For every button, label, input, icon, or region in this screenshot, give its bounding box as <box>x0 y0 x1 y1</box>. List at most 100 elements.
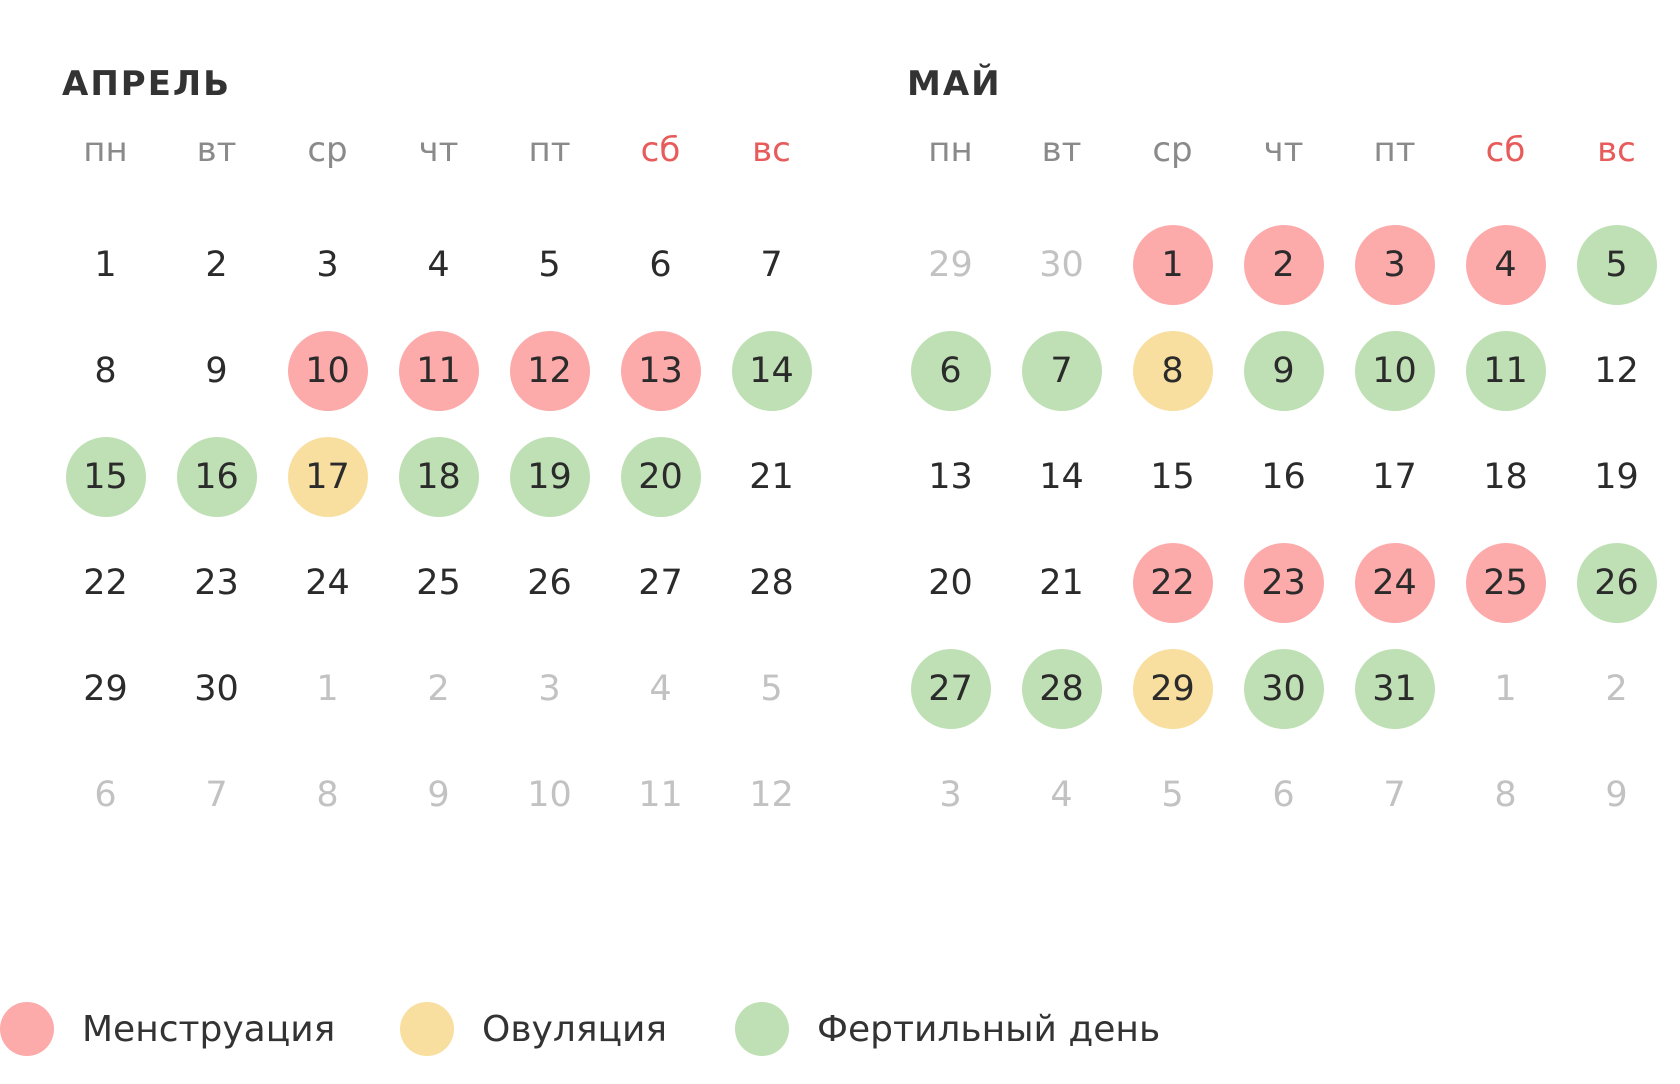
day-cell-menstruation[interactable]: 23 <box>1228 530 1339 636</box>
day-cell-fertile[interactable]: 18 <box>383 424 494 530</box>
day-cell-outside[interactable]: 2 <box>1561 636 1672 742</box>
day-cell-fertile[interactable]: 11 <box>1450 318 1561 424</box>
day-cell-fertile[interactable]: 28 <box>1006 636 1117 742</box>
day-cell-ovulation[interactable]: 29 <box>1117 636 1228 742</box>
day-cell-normal[interactable]: 17 <box>1339 424 1450 530</box>
day-cell-fertile[interactable]: 20 <box>605 424 716 530</box>
weekday-label: вт <box>196 130 237 170</box>
day-cell-menstruation[interactable]: 13 <box>605 318 716 424</box>
day-cell-fertile[interactable]: 6 <box>895 318 1006 424</box>
day-cell-normal[interactable]: 19 <box>1561 424 1672 530</box>
day-number: 5 <box>1161 775 1184 815</box>
day-cell-outside[interactable]: 9 <box>1561 742 1672 848</box>
day-cell-normal[interactable]: 2 <box>161 212 272 318</box>
day-cell-fertile[interactable]: 16 <box>161 424 272 530</box>
day-cell-outside[interactable]: 4 <box>1006 742 1117 848</box>
day-cell-ovulation[interactable]: 17 <box>272 424 383 530</box>
day-cell-fertile[interactable]: 5 <box>1561 212 1672 318</box>
day-cell-normal[interactable]: 13 <box>895 424 1006 530</box>
day-cell-outside[interactable]: 3 <box>494 636 605 742</box>
day-cell-normal[interactable]: 4 <box>383 212 494 318</box>
day-cell-outside[interactable]: 10 <box>494 742 605 848</box>
day-number: 19 <box>509 437 590 517</box>
day-cell-fertile[interactable]: 10 <box>1339 318 1450 424</box>
weekday-label: ср <box>1152 130 1193 170</box>
day-cell-normal[interactable]: 7 <box>716 212 827 318</box>
day-cell-fertile[interactable]: 30 <box>1228 636 1339 742</box>
day-cell-normal[interactable]: 21 <box>716 424 827 530</box>
day-cell-fertile[interactable]: 31 <box>1339 636 1450 742</box>
day-cell-normal[interactable]: 12 <box>1561 318 1672 424</box>
day-cell-outside[interactable]: 11 <box>605 742 716 848</box>
day-cell-menstruation[interactable]: 1 <box>1117 212 1228 318</box>
day-number: 25 <box>1465 543 1546 623</box>
day-cell-normal[interactable]: 14 <box>1006 424 1117 530</box>
day-cell-outside[interactable]: 3 <box>895 742 1006 848</box>
day-cell-outside[interactable]: 8 <box>1450 742 1561 848</box>
day-cell-menstruation[interactable]: 24 <box>1339 530 1450 636</box>
day-cell-menstruation[interactable]: 2 <box>1228 212 1339 318</box>
weekday-label-weekend: сб <box>1485 130 1526 170</box>
day-number: 1 <box>316 669 339 709</box>
day-number: 5 <box>538 245 561 285</box>
day-cell-normal[interactable]: 16 <box>1228 424 1339 530</box>
day-cell-ovulation[interactable]: 8 <box>1117 318 1228 424</box>
day-cell-outside[interactable]: 6 <box>1228 742 1339 848</box>
day-cell-outside[interactable]: 5 <box>716 636 827 742</box>
day-cell-fertile[interactable]: 27 <box>895 636 1006 742</box>
day-cell-normal[interactable]: 26 <box>494 530 605 636</box>
day-cell-normal[interactable]: 28 <box>716 530 827 636</box>
day-cell-fertile[interactable]: 9 <box>1228 318 1339 424</box>
day-cell-normal[interactable]: 22 <box>50 530 161 636</box>
day-cell-normal[interactable]: 30 <box>161 636 272 742</box>
day-cell-normal[interactable]: 27 <box>605 530 716 636</box>
day-cell-normal[interactable]: 20 <box>895 530 1006 636</box>
day-cell-normal[interactable]: 29 <box>50 636 161 742</box>
day-cell-fertile[interactable]: 26 <box>1561 530 1672 636</box>
day-cell-outside[interactable]: 1 <box>1450 636 1561 742</box>
day-number: 2 <box>427 669 450 709</box>
day-cell-menstruation[interactable]: 10 <box>272 318 383 424</box>
day-cell-normal[interactable]: 5 <box>494 212 605 318</box>
day-cell-normal[interactable]: 8 <box>50 318 161 424</box>
day-cell-outside[interactable]: 8 <box>272 742 383 848</box>
day-cell-outside[interactable]: 2 <box>383 636 494 742</box>
day-cell-fertile[interactable]: 19 <box>494 424 605 530</box>
day-number: 13 <box>620 331 701 411</box>
day-cell-outside[interactable]: 4 <box>605 636 716 742</box>
day-number: 26 <box>527 563 572 603</box>
day-cell-outside[interactable]: 9 <box>383 742 494 848</box>
day-cell-outside[interactable]: 7 <box>1339 742 1450 848</box>
day-cell-normal[interactable]: 9 <box>161 318 272 424</box>
day-cell-outside[interactable]: 1 <box>272 636 383 742</box>
day-cell-menstruation[interactable]: 11 <box>383 318 494 424</box>
weekday-label: чт <box>1263 130 1304 170</box>
day-cell-menstruation[interactable]: 25 <box>1450 530 1561 636</box>
day-cell-menstruation[interactable]: 12 <box>494 318 605 424</box>
day-cell-normal[interactable]: 3 <box>272 212 383 318</box>
day-cell-outside[interactable]: 29 <box>895 212 1006 318</box>
day-cell-normal[interactable]: 1 <box>50 212 161 318</box>
day-cell-menstruation[interactable]: 22 <box>1117 530 1228 636</box>
day-cell-outside[interactable]: 30 <box>1006 212 1117 318</box>
day-cell-normal[interactable]: 23 <box>161 530 272 636</box>
day-cell-outside[interactable]: 12 <box>716 742 827 848</box>
day-cell-outside[interactable]: 5 <box>1117 742 1228 848</box>
day-cell-normal[interactable]: 24 <box>272 530 383 636</box>
day-number: 21 <box>749 457 794 497</box>
day-cell-menstruation[interactable]: 4 <box>1450 212 1561 318</box>
day-cell-fertile[interactable]: 7 <box>1006 318 1117 424</box>
day-cell-normal[interactable]: 15 <box>1117 424 1228 530</box>
day-cell-fertile[interactable]: 14 <box>716 318 827 424</box>
day-cell-normal[interactable]: 6 <box>605 212 716 318</box>
legend: Менструация Овуляция Фертильный день <box>0 1000 1680 1060</box>
day-number: 21 <box>1039 563 1084 603</box>
day-number: 6 <box>910 331 991 411</box>
day-cell-outside[interactable]: 6 <box>50 742 161 848</box>
day-cell-outside[interactable]: 7 <box>161 742 272 848</box>
day-cell-normal[interactable]: 25 <box>383 530 494 636</box>
day-cell-fertile[interactable]: 15 <box>50 424 161 530</box>
day-cell-normal[interactable]: 21 <box>1006 530 1117 636</box>
day-cell-menstruation[interactable]: 3 <box>1339 212 1450 318</box>
day-cell-normal[interactable]: 18 <box>1450 424 1561 530</box>
